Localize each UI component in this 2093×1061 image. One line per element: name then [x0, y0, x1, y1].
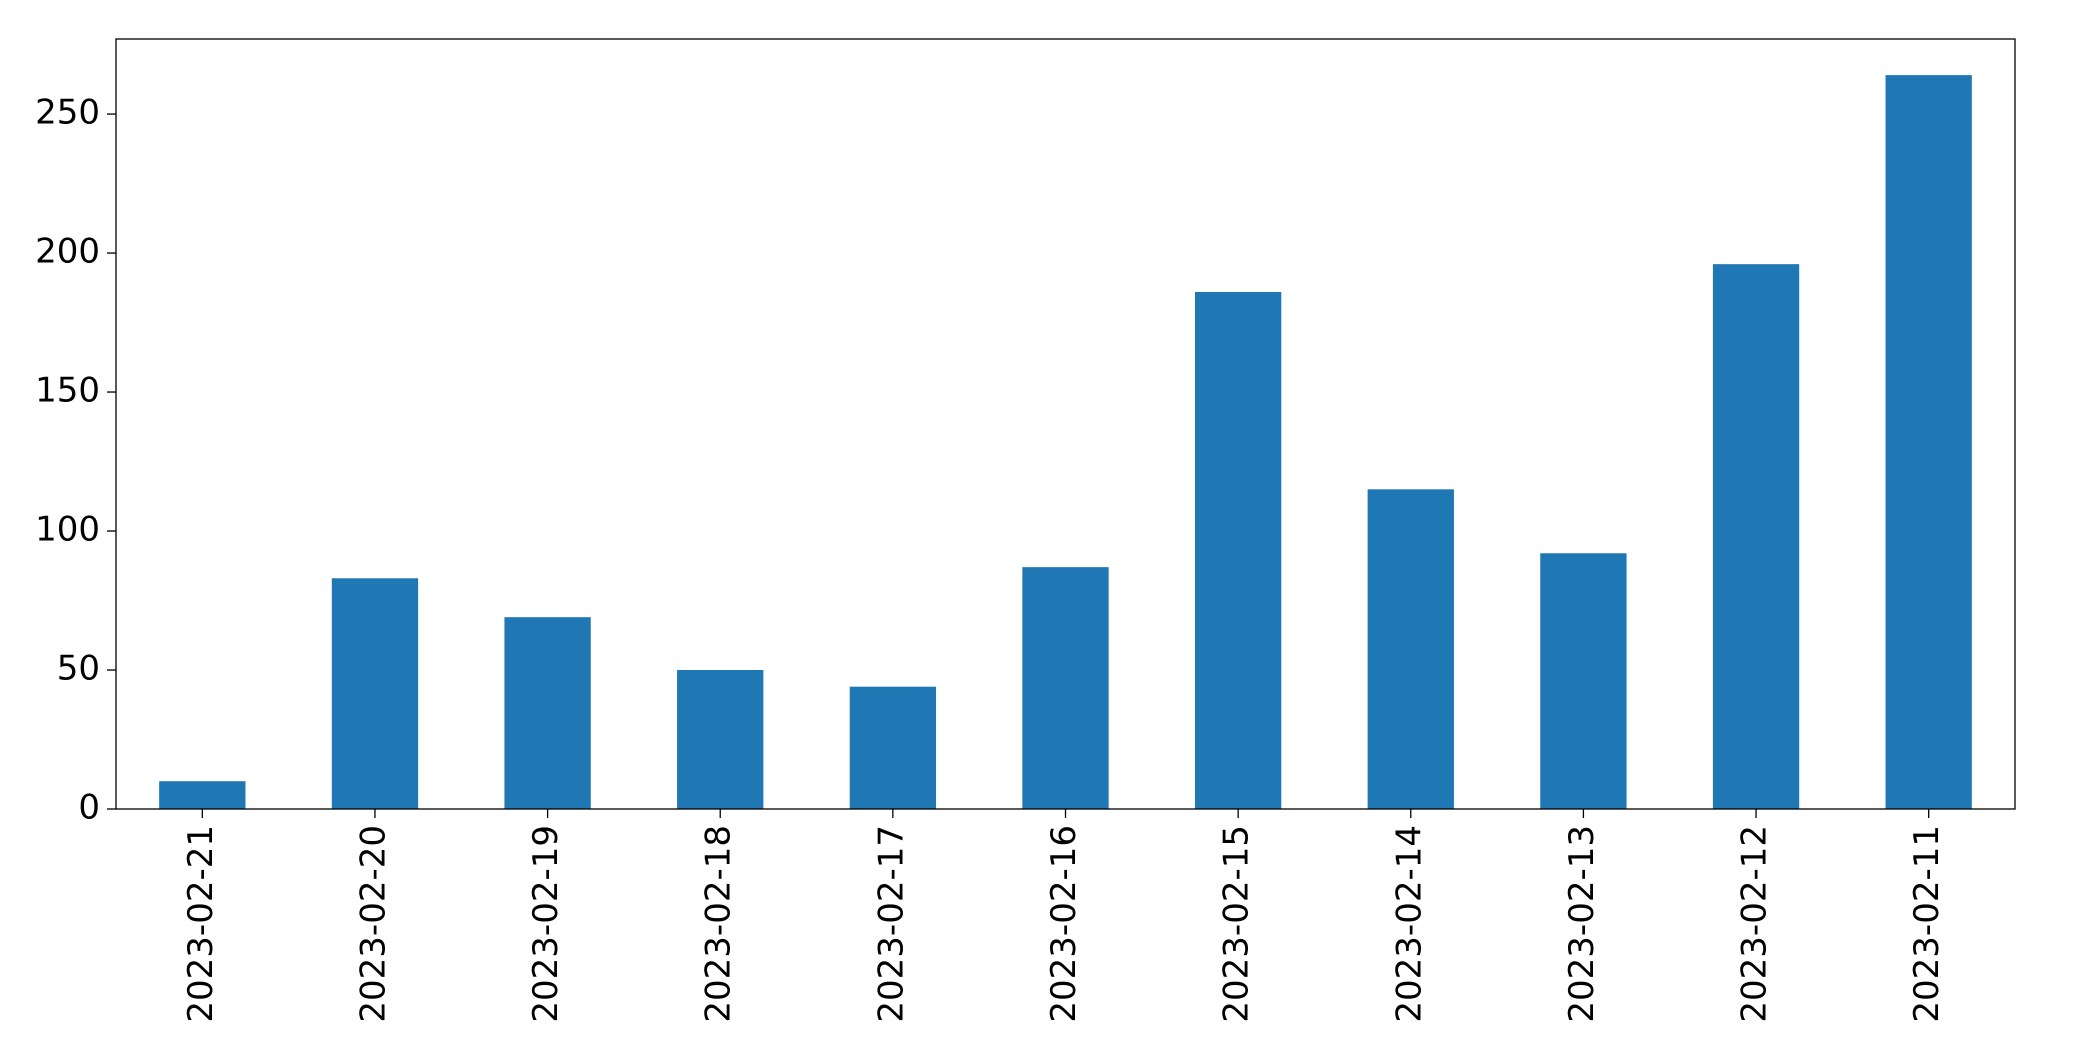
plot-frame [115, 38, 2016, 810]
x-tick-label: 2023-02-21 [181, 825, 221, 1023]
bar [1885, 75, 1972, 809]
y-tick-label: 0 [78, 788, 100, 828]
bar [1712, 264, 1800, 809]
x-tick-label: 2023-02-14 [1389, 825, 1429, 1023]
x-tick-label: 2023-02-18 [699, 825, 739, 1023]
x-tick-label: 2023-02-13 [1562, 825, 1602, 1023]
y-tick-label: 150 [35, 371, 100, 411]
y-tick-label: 200 [35, 232, 100, 272]
bar [1194, 291, 1282, 809]
x-tick-label: 2023-02-19 [526, 825, 566, 1023]
bar [331, 578, 419, 809]
x-tick-label: 2023-02-20 [353, 825, 393, 1023]
y-tick-label: 250 [35, 93, 100, 133]
x-tick-label: 2023-02-17 [871, 825, 911, 1023]
y-tick-label: 50 [57, 649, 100, 689]
x-tick-label: 2023-02-11 [1907, 825, 1947, 1023]
bar [677, 670, 764, 809]
x-tick-label: 2023-02-15 [1217, 825, 1257, 1023]
bar [1540, 553, 1627, 809]
bar [849, 686, 937, 809]
bar [1022, 567, 1109, 809]
y-tick-label: 100 [35, 510, 100, 550]
x-tick-label: 2023-02-12 [1735, 825, 1775, 1023]
bar [1367, 489, 1454, 809]
bar [504, 617, 591, 809]
bar [159, 781, 246, 809]
x-tick-label: 2023-02-16 [1044, 825, 1084, 1023]
